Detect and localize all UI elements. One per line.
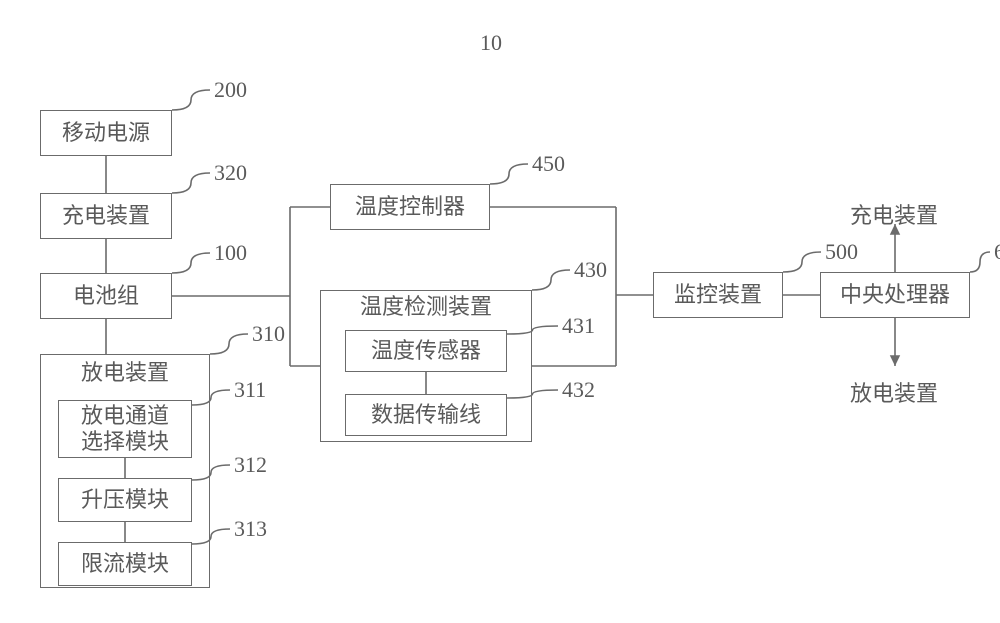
refnum-g310: 310	[252, 321, 285, 347]
refnum-n432: 432	[562, 377, 595, 403]
leader-n600	[970, 252, 990, 272]
node-box-n313: 限流模块	[58, 542, 192, 586]
refnum-n600: 600	[994, 239, 1000, 265]
arrow-head	[890, 355, 900, 366]
group-title-g430: 温度检测装置	[321, 294, 531, 320]
leader-n500	[783, 252, 821, 272]
free-text-t_discharge: 放电装置	[850, 376, 938, 408]
node-box-n432: 数据传输线	[345, 394, 507, 436]
node-box-n450: 温度控制器	[330, 184, 490, 230]
node-box-n500: 监控装置	[653, 272, 783, 318]
node-box-n320: 充电装置	[40, 193, 172, 239]
node-box-n431: 温度传感器	[345, 330, 507, 372]
leader-n200	[172, 90, 210, 110]
refnum-n320: 320	[214, 160, 247, 186]
node-box-n312: 升压模块	[58, 478, 192, 522]
leader-n450	[490, 164, 528, 184]
refnum-n100: 100	[214, 240, 247, 266]
refnum-n500: 500	[825, 239, 858, 265]
leader-g430	[532, 270, 570, 290]
diagram-stage: 10 移动电源 200 充电装置 320 电池组 100 放电装置 310 放电通道 选择模块 31…	[0, 0, 1000, 623]
refnum-n312: 312	[234, 452, 267, 478]
figure-number: 10	[480, 30, 502, 56]
node-box-n100: 电池组	[40, 273, 172, 319]
leader-n320	[172, 173, 210, 193]
refnum-n200: 200	[214, 77, 247, 103]
refnum-n311: 311	[234, 377, 266, 403]
leader-g310	[210, 334, 248, 354]
refnum-g430: 430	[574, 257, 607, 283]
refnum-n431: 431	[562, 313, 595, 339]
refnum-n450: 450	[532, 151, 565, 177]
node-box-n600: 中央处理器	[820, 272, 970, 318]
group-title-g310: 放电装置	[41, 360, 209, 386]
free-text-t_charge: 充电装置	[850, 198, 938, 230]
node-box-n311: 放电通道 选择模块	[58, 400, 192, 458]
node-box-n200: 移动电源	[40, 110, 172, 156]
leader-n100	[172, 253, 210, 273]
refnum-n313: 313	[234, 516, 267, 542]
